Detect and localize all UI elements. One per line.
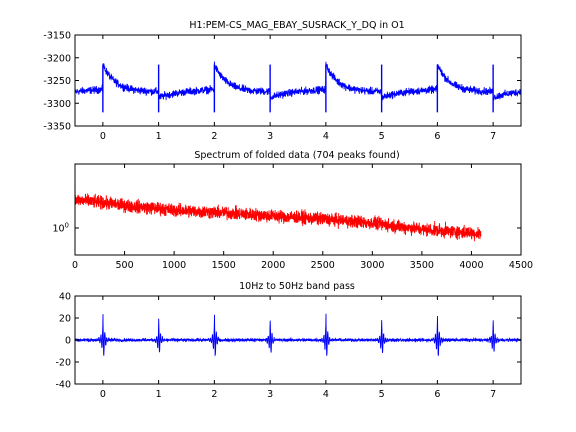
panel-spectrum-data <box>74 168 482 242</box>
p2-ytick-label: -20 <box>55 358 71 369</box>
p0-xtick-label: 5 <box>379 131 385 142</box>
p2-xtick-label: 5 <box>379 389 385 400</box>
p2-ytick-label: 20 <box>59 314 71 325</box>
panel-bandpass-data <box>74 313 522 357</box>
p2-xtick-label: 7 <box>490 389 496 400</box>
p1-xtick-label: 500 <box>115 260 133 271</box>
p1-xtick-label: 1000 <box>162 260 186 271</box>
p1-xtick-label: 3000 <box>360 260 384 271</box>
p0-xtick-label: 2 <box>211 131 217 142</box>
p1-xtick-label: 3500 <box>410 260 434 271</box>
panel-bandpass-axes: 0 1 2 3 4 5 6 7 -40 -20 0 20 40 <box>55 292 521 400</box>
timeseries-line <box>74 61 522 102</box>
p1-xtick-label: 0 <box>72 260 78 271</box>
bandpass-line <box>74 313 522 357</box>
p0-ytick-label: -3350 <box>43 122 71 133</box>
p1-xtick-label: 2500 <box>311 260 335 271</box>
p2-xtick-label: 4 <box>323 389 329 400</box>
p2-ytick-label: -40 <box>55 380 71 391</box>
panel-spectrum-frame <box>74 163 522 256</box>
p0-ytick-label: -3300 <box>43 99 71 110</box>
panel-timeseries-title: H1:PEM-CS_MAG_EBAY_SUSRACK_Y_DQ in O1 <box>189 20 404 31</box>
p0-ytick-label: -3150 <box>43 31 71 42</box>
p2-xtick-label: 6 <box>434 389 440 400</box>
panel-bandpass: 10Hz to 50Hz band pass 0 1 2 3 4 5 6 7 -40 -20 0 20… <box>55 281 522 400</box>
p2-xtick-label: 0 <box>100 389 106 400</box>
p2-xtick-label: 2 <box>211 389 217 400</box>
p2-ytick-label: 0 <box>65 336 71 347</box>
p0-ytick-label: -3200 <box>43 53 71 64</box>
p1-xtick-label: 4000 <box>459 260 483 271</box>
p0-xtick-label: 6 <box>434 131 440 142</box>
p0-ytick-label: -3250 <box>43 76 71 87</box>
p2-xtick-label: 3 <box>267 389 273 400</box>
panel-bandpass-title: 10Hz to 50Hz band pass <box>239 281 355 292</box>
p1-xtick-label: 2000 <box>261 260 285 271</box>
p0-xtick-label: 3 <box>267 131 273 142</box>
panel-timeseries-axes: 0 1 2 3 4 5 6 7 -3350 -3300 -3250 -3200 -3150 <box>43 31 521 142</box>
panel-spectrum-axes: 0 500 1000 1500 2000 2500 3000 3500 4000 4500 100 <box>52 164 533 271</box>
panel-timeseries: H1:PEM-CS_MAG_EBAY_SUSRACK_Y_DQ in O1 0 1… <box>43 20 522 142</box>
p1-ytick-label: 100 <box>52 221 69 234</box>
p0-xtick-label: 1 <box>156 131 162 142</box>
p0-xtick-label: 4 <box>323 131 329 142</box>
p2-xtick-label: 1 <box>156 389 162 400</box>
p0-xtick-label: 7 <box>490 131 496 142</box>
panel-spectrum: Spectrum of folded data (704 peaks found… <box>52 150 533 271</box>
p0-xtick-label: 0 <box>100 131 106 142</box>
panel-timeseries-data <box>74 61 522 113</box>
p2-ytick-label: 40 <box>59 292 71 303</box>
spectrum-line <box>74 168 482 242</box>
p1-xtick-label: 1500 <box>212 260 236 271</box>
p1-xtick-label: 4500 <box>509 260 533 271</box>
panel-spectrum-title: Spectrum of folded data (704 peaks found… <box>194 150 399 161</box>
